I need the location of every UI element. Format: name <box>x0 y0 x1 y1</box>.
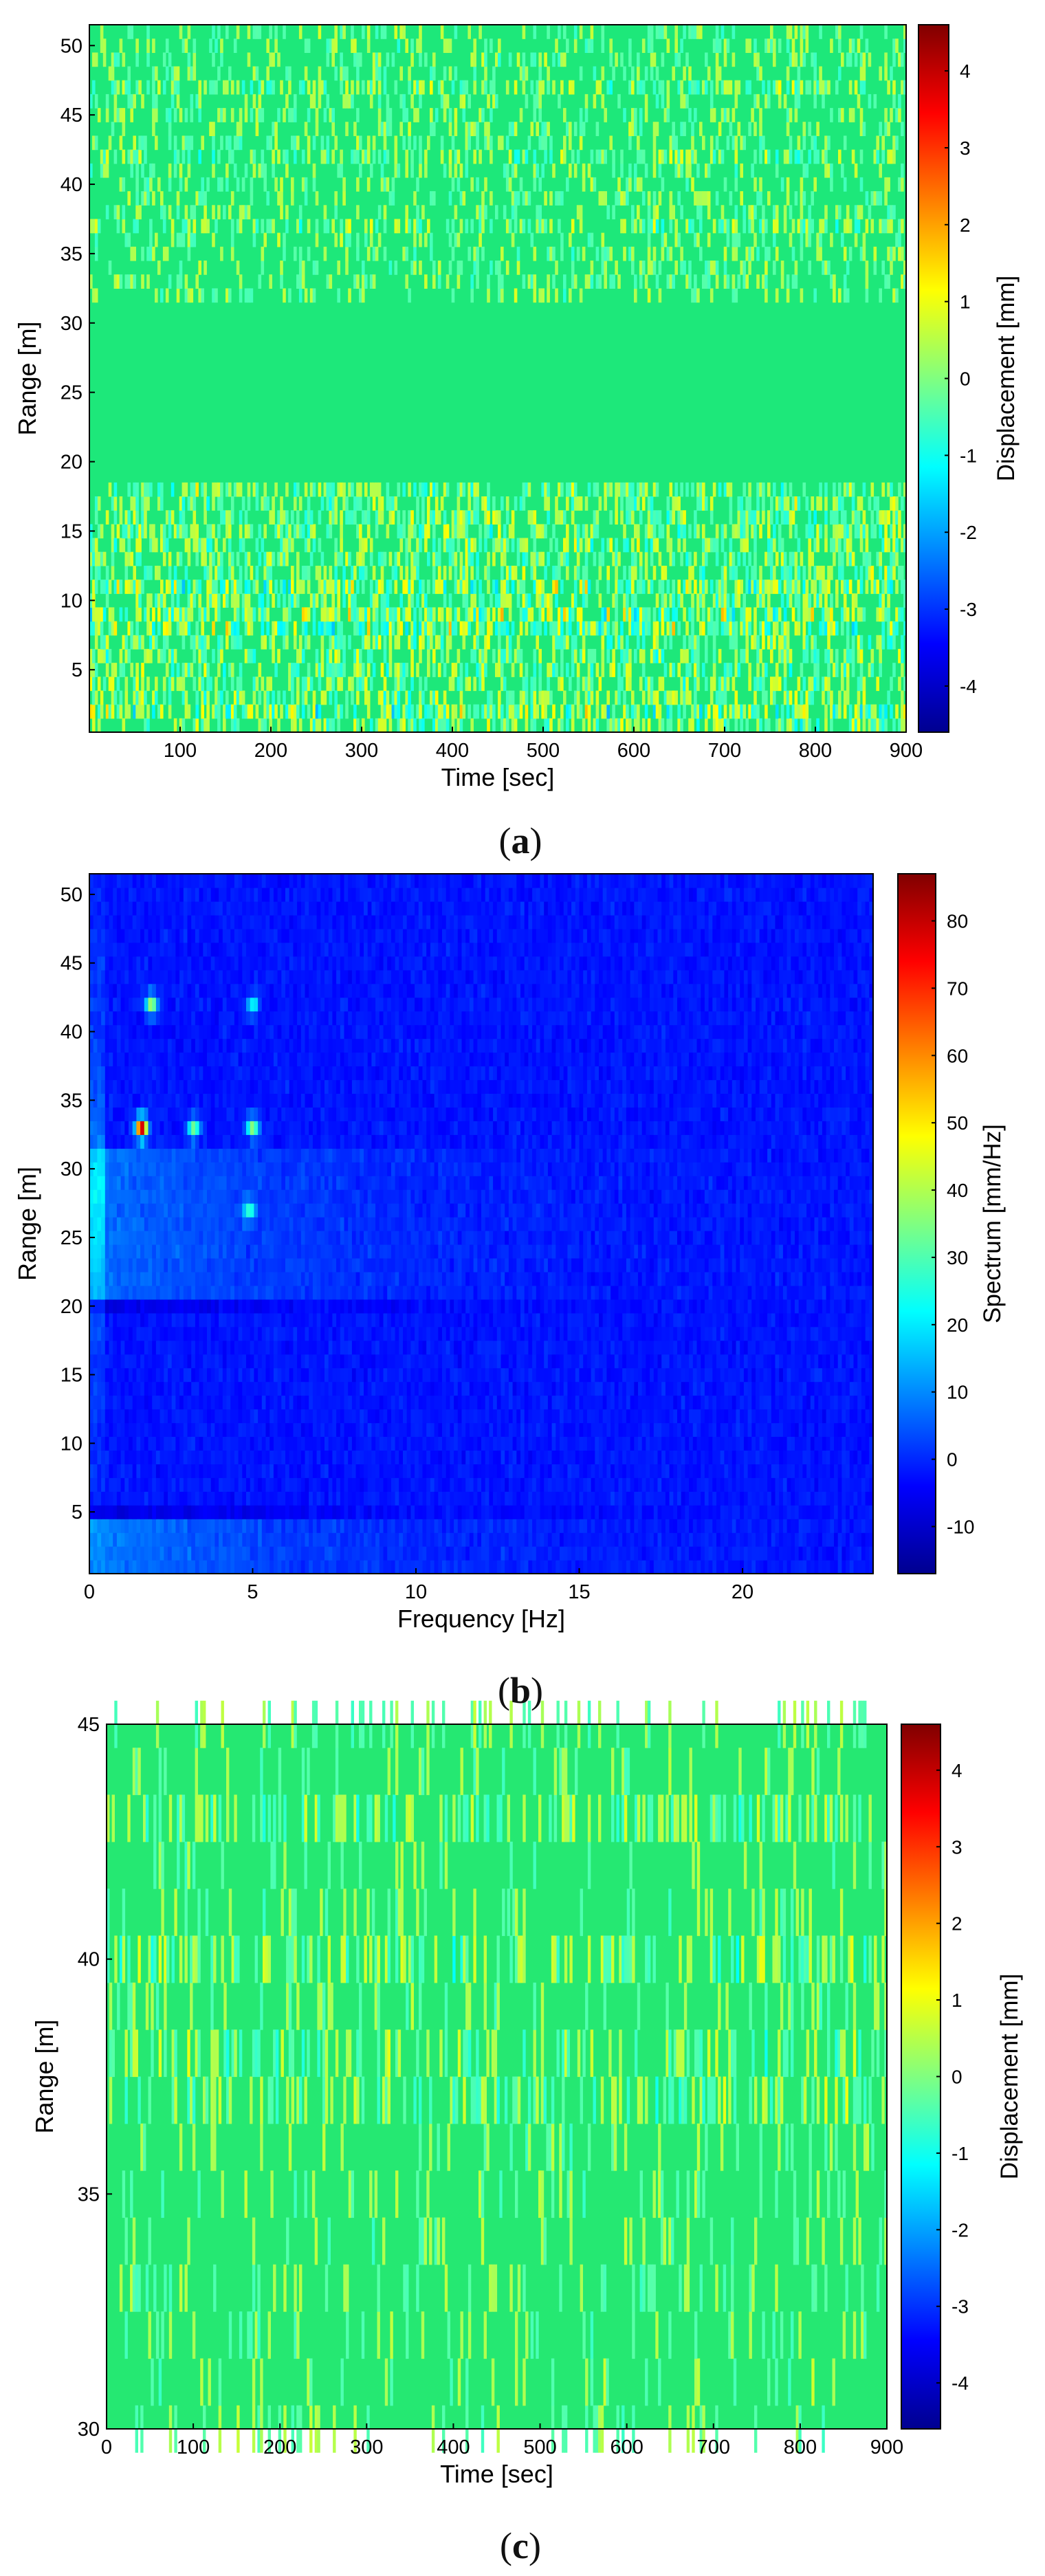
heatmap-cells <box>89 874 874 1574</box>
colorbar-tick-label: -1 <box>960 445 977 466</box>
colorbar-label: Spectrum [mm/Hz] <box>979 1124 1006 1323</box>
y-tick-label: 20 <box>60 1296 82 1318</box>
x-tick-label: 600 <box>617 740 650 762</box>
y-tick-label: 10 <box>60 590 82 612</box>
x-tick-label: 500 <box>523 2436 556 2458</box>
x-tick-label: 15 <box>568 1581 590 1603</box>
colorbar-tick-label: 0 <box>947 1449 958 1471</box>
colorbar-tick-label: -2 <box>960 522 977 543</box>
colorbar-tick-label: 1 <box>952 1990 962 2011</box>
x-tick-label: 300 <box>345 740 378 762</box>
y-tick-label: 50 <box>60 884 82 906</box>
y-tick-label: 30 <box>60 1158 82 1180</box>
y-tick-label: 5 <box>72 1501 82 1523</box>
x-tick-label: 200 <box>254 740 287 762</box>
colorbar-tick-label: 0 <box>952 2067 962 2088</box>
x-tick-label: 0 <box>101 2436 112 2458</box>
colorbar-tick-label: -4 <box>960 676 977 697</box>
x-tick-label: 100 <box>164 740 197 762</box>
y-tick-label: 30 <box>78 2419 100 2441</box>
colorbar-tick-label: 4 <box>952 1760 962 1781</box>
x-tick-label: 100 <box>177 2436 210 2458</box>
x-tick-label: 600 <box>610 2436 643 2458</box>
colorbar-label: Displacement [mm] <box>993 276 1020 482</box>
colorbar-tick-label: -1 <box>952 2143 969 2164</box>
colorbar-tick-label: 60 <box>947 1045 968 1066</box>
colorbar-tick-label: 3 <box>952 1836 962 1858</box>
colorbar-label: Displacement [mm] <box>996 1974 1023 2180</box>
y-tick-label: 45 <box>78 1714 100 1736</box>
y-tick-label: 40 <box>78 1949 100 1971</box>
y-axis-label: Range [m] <box>13 1167 41 1281</box>
colorbar-tick-label: -3 <box>960 599 977 620</box>
colorbar-tick-label: 2 <box>960 214 971 236</box>
colorbar <box>918 25 949 732</box>
colorbar <box>901 1724 940 2429</box>
y-tick-label: 25 <box>60 1227 82 1249</box>
y-tick-label: 40 <box>60 1022 82 1044</box>
colorbar-tick-label: 4 <box>960 60 971 82</box>
colorbar-tick-label: 30 <box>947 1247 968 1268</box>
x-tick-label: 400 <box>436 740 469 762</box>
x-tick-label: 800 <box>799 740 832 762</box>
y-tick-label: 15 <box>60 520 82 542</box>
x-tick-label: 20 <box>732 1581 754 1603</box>
y-tick-label: 5 <box>72 659 82 681</box>
caption-b: (b) <box>452 1669 589 1712</box>
colorbar <box>898 874 936 1574</box>
x-tick-label: 800 <box>784 2436 817 2458</box>
colorbar-tick-label: 50 <box>947 1112 968 1134</box>
x-tick-label: 700 <box>697 2436 730 2458</box>
colorbar-tick-label: -4 <box>952 2373 969 2394</box>
y-tick-label: 25 <box>60 382 82 404</box>
y-tick-label: 35 <box>60 243 82 265</box>
colorbar-tick-label: 80 <box>947 911 968 932</box>
colorbar-tick-label: -3 <box>952 2296 969 2318</box>
y-tick-label: 35 <box>60 1090 82 1112</box>
x-axis-label: Frequency [Hz] <box>397 1605 565 1633</box>
x-axis-label: Time [sec] <box>440 2460 553 2488</box>
colorbar-tick-label: 10 <box>947 1382 968 1403</box>
x-tick-label: 300 <box>350 2436 383 2458</box>
y-tick-label: 10 <box>60 1433 82 1455</box>
x-tick-label: 0 <box>84 1581 95 1603</box>
y-axis-label: Range [m] <box>13 321 41 435</box>
y-tick-label: 15 <box>60 1365 82 1387</box>
colorbar-tick-label: 0 <box>960 368 971 390</box>
colorbar-tick-label: 40 <box>947 1180 968 1201</box>
x-axis-label: Time [sec] <box>441 763 555 791</box>
colorbar-tick-label: -2 <box>952 2219 969 2241</box>
y-tick-label: 20 <box>60 452 82 474</box>
y-tick-label: 30 <box>60 313 82 335</box>
x-tick-label: 500 <box>527 740 560 762</box>
x-tick-label: 5 <box>247 1581 258 1603</box>
panel-b: 0 5 10 15 20 5 10 15 20 25 30 35 40 45 50 Frequency [Hz… <box>13 874 1006 1633</box>
colorbar-tick-label: 70 <box>947 978 968 999</box>
colorbar-tick-label: 20 <box>947 1314 968 1336</box>
y-tick-label: 35 <box>78 2183 100 2205</box>
y-tick-label: 50 <box>60 35 82 57</box>
colorbar-tick-label: -10 <box>947 1516 974 1537</box>
colorbar-tick-label: 3 <box>960 137 971 159</box>
colorbar-tick-label: 2 <box>952 1913 962 1935</box>
x-tick-label: 400 <box>437 2436 470 2458</box>
x-tick-label: 900 <box>890 740 923 762</box>
x-tick-label: 900 <box>870 2436 903 2458</box>
x-tick-label: 700 <box>708 740 741 762</box>
x-tick-label: 10 <box>405 1581 427 1603</box>
y-tick-label: 45 <box>60 104 82 126</box>
caption-c: (c) <box>452 2524 589 2567</box>
y-axis-label: Range [m] <box>30 2019 58 2133</box>
y-tick-label: 45 <box>60 953 82 975</box>
x-tick-label: 200 <box>263 2436 296 2458</box>
colorbar-tick-label: 1 <box>960 291 971 313</box>
y-tick-label: 40 <box>60 174 82 196</box>
caption-a: (a) <box>452 819 589 862</box>
